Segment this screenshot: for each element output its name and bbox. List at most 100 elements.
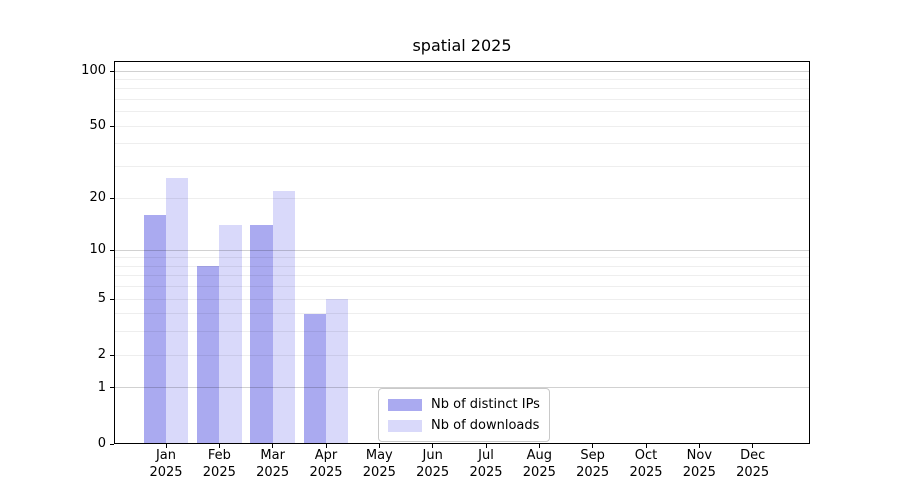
y-tick-label-2: 2: [97, 347, 106, 363]
y-tick-label-1: 1: [97, 379, 106, 395]
x-tick-month: Nov: [686, 448, 713, 463]
x-tick-oct: [645, 444, 647, 448]
legend-row-downloads: Nb of downloads: [388, 415, 540, 436]
gridline-minor-9: [115, 257, 809, 259]
x-tick-year: 2025: [629, 465, 663, 480]
bar-nb-of-distinct-ips-jan: [143, 215, 166, 444]
y-tick-label-20: 20: [89, 190, 106, 206]
x-tick-month: Jul: [478, 448, 494, 463]
x-tick-jan: [165, 444, 167, 448]
x-tick-sep: [592, 444, 594, 448]
legend-label-distinct-ips: Nb of distinct IPs: [431, 397, 540, 412]
gridline-major-1: [115, 387, 809, 389]
x-tick-month: Apr: [314, 448, 338, 463]
gridline-minor-3: [115, 331, 809, 333]
x-tick-mar: [272, 444, 274, 448]
legend-label-downloads: Nb of downloads: [431, 418, 540, 433]
y-tick-label-10: 10: [89, 242, 106, 258]
x-tick-jul: [485, 444, 487, 448]
x-tick-label-may: May 2025: [352, 447, 406, 481]
x-tick-year: 2025: [576, 465, 610, 480]
x-tick-year: 2025: [256, 465, 290, 480]
x-tick-aug: [538, 444, 540, 448]
legend-swatch-distinct-ips: [388, 398, 422, 411]
y-tick-100: [110, 70, 114, 72]
x-tick-month: Sep: [580, 448, 605, 463]
bar-nb-of-distinct-ips-feb: [196, 266, 220, 444]
x-tick-feb: [218, 444, 220, 448]
gridline-minor-5: [115, 298, 809, 300]
bar-nb-of-downloads-jan: [166, 177, 189, 444]
x-tick-label-feb: Feb 2025: [192, 447, 246, 481]
y-tick-50: [110, 125, 114, 127]
y-tick-1: [110, 387, 114, 389]
x-tick-apr: [325, 444, 327, 448]
gridline-minor-30: [115, 166, 809, 168]
gridline-minor-80: [115, 88, 809, 90]
x-tick-month: Oct: [634, 448, 658, 463]
plot-area-frame: [114, 61, 810, 444]
gridline-minor-6: [115, 286, 809, 288]
y-tick-0: [110, 443, 114, 445]
x-tick-year: 2025: [149, 465, 183, 480]
gridline-major-10: [115, 249, 809, 251]
x-tick-year: 2025: [362, 465, 396, 480]
y-tick-20: [110, 197, 114, 199]
gridline-major-100: [115, 70, 809, 72]
x-tick-label-jul: Jul 2025: [459, 447, 513, 481]
gridline-minor-50: [115, 125, 809, 127]
x-tick-label-nov: Nov 2025: [672, 447, 726, 481]
x-tick-year: 2025: [416, 465, 450, 480]
x-tick-label-apr: Apr 2025: [299, 447, 353, 481]
bar-nb-of-distinct-ips-mar: [250, 225, 273, 444]
chart-title: spatial 2025: [412, 36, 512, 55]
gridline-minor-40: [115, 143, 809, 145]
x-tick-month: Dec: [740, 448, 766, 463]
x-tick-month: Jan: [155, 448, 177, 463]
x-tick-label-jun: Jun 2025: [406, 447, 460, 481]
gridline-minor-7: [115, 275, 809, 277]
x-tick-year: 2025: [469, 465, 503, 480]
legend-swatch-downloads: [388, 419, 422, 432]
gridline-minor-70: [115, 99, 809, 101]
y-tick-label-5: 5: [97, 291, 106, 307]
y-tick-label-50: 50: [89, 118, 106, 134]
x-tick-month: Jun: [422, 448, 443, 463]
y-tick-label-0: 0: [97, 436, 106, 451]
x-tick-year: 2025: [202, 465, 236, 480]
x-tick-label-aug: Aug 2025: [512, 447, 566, 481]
legend: Nb of distinct IPs Nb of downloads: [378, 388, 550, 442]
x-tick-label-oct: Oct 2025: [619, 447, 673, 481]
x-tick-month: Feb: [207, 448, 231, 463]
legend-row-distinct-ips: Nb of distinct IPs: [388, 394, 540, 415]
bar-nb-of-distinct-ips-apr: [303, 313, 326, 444]
x-tick-label-mar: Mar 2025: [246, 447, 300, 481]
x-tick-may: [378, 444, 380, 448]
x-tick-nov: [698, 444, 700, 448]
x-tick-year: 2025: [309, 465, 343, 480]
gridline-minor-20: [115, 197, 809, 199]
x-tick-year: 2025: [736, 465, 770, 480]
x-tick-month: Aug: [526, 448, 553, 463]
x-tick-dec: [752, 444, 754, 448]
x-tick-label-dec: Dec 2025: [726, 447, 780, 481]
y-tick-10: [110, 249, 114, 251]
y-tick-label-100: 100: [81, 63, 106, 79]
bar-nb-of-downloads-feb: [219, 225, 242, 444]
x-tick-jun: [432, 444, 434, 448]
gridline-minor-90: [115, 79, 809, 81]
bar-nb-of-downloads-mar: [272, 190, 296, 444]
gridline-minor-8: [115, 265, 809, 267]
x-tick-month: May: [365, 448, 393, 463]
bar-nb-of-downloads-apr: [326, 299, 349, 444]
y-tick-2: [110, 354, 114, 356]
x-tick-year: 2025: [682, 465, 716, 480]
gridline-minor-60: [115, 111, 809, 113]
x-tick-label-jan: Jan 2025: [139, 447, 193, 481]
x-tick-year: 2025: [522, 465, 556, 480]
gridline-minor-4: [115, 313, 809, 315]
y-tick-5: [110, 298, 114, 300]
x-tick-month: Mar: [260, 448, 285, 463]
gridline-minor-2: [115, 354, 809, 356]
